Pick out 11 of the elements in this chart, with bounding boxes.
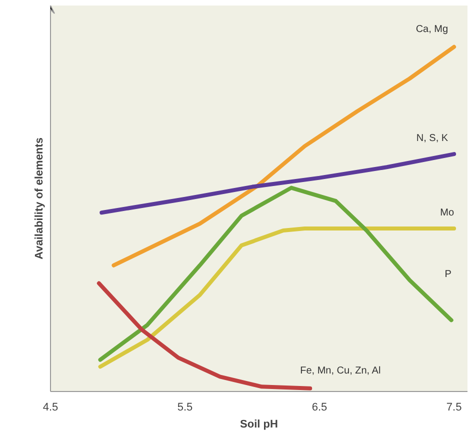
- x-axis-title: Soil pH: [240, 418, 278, 430]
- series-label: Fe, Mn, Cu, Zn, Al: [300, 365, 381, 376]
- series-label: Mo: [440, 207, 454, 218]
- x-tick-label: 5.5: [177, 402, 193, 414]
- x-tick-label: 6.5: [312, 402, 328, 414]
- x-tick-label: 4.5: [42, 402, 58, 414]
- series-label: N, S, K: [416, 133, 448, 144]
- series-label: Ca, Mg: [416, 24, 448, 35]
- text: P: [444, 269, 452, 280]
- x-tick-label: 7.5: [446, 402, 462, 414]
- y-axis-title: Availability of elements: [34, 138, 46, 260]
